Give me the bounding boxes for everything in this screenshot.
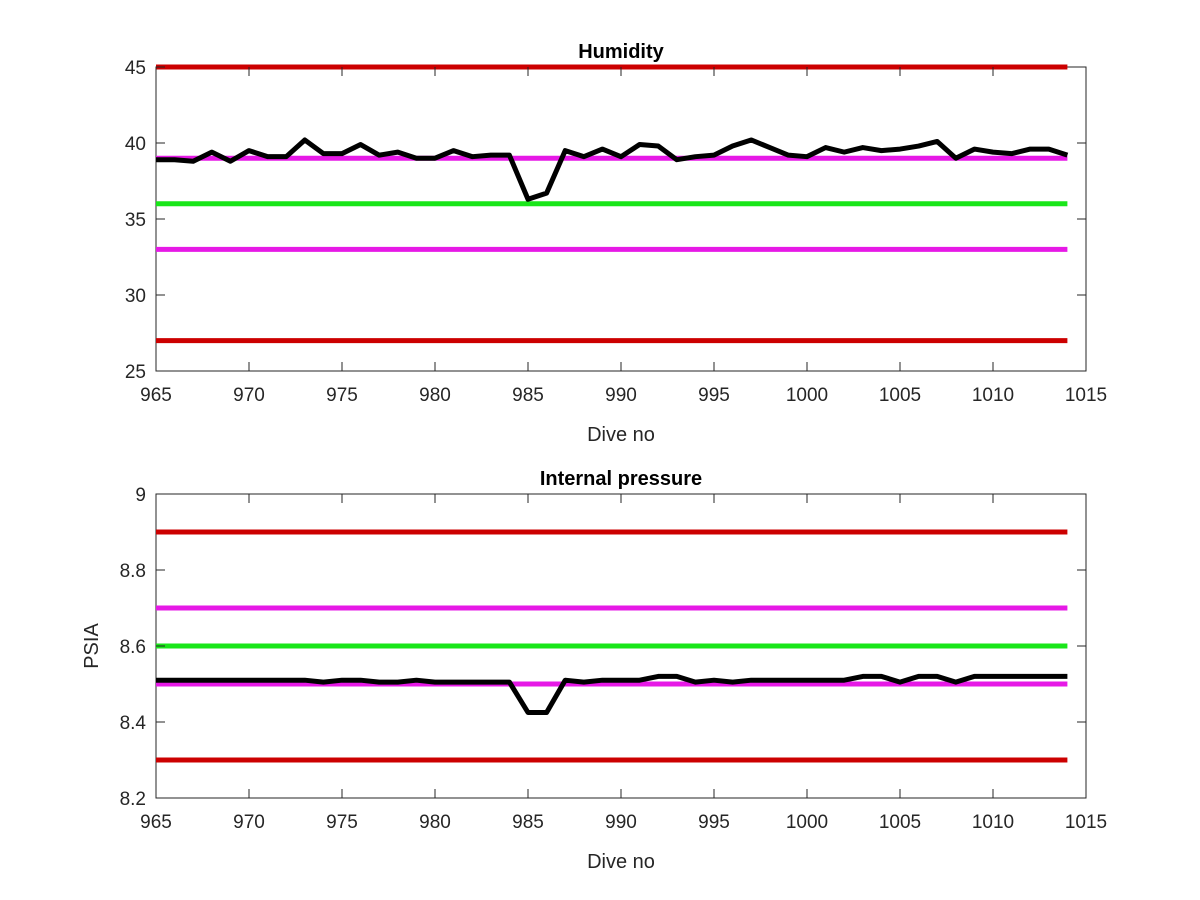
internal-pressure-title: Internal pressure [540, 468, 702, 490]
humidity-panel: 965 970 975 980 985 990 995 1000 1005 1010 1015 25… [125, 41, 1107, 446]
humidity-x-tick-label: 1010 [972, 385, 1014, 406]
internal-pressure-x-tick-label: 1000 [786, 812, 828, 833]
internal-pressure-x-tick-label: 1005 [879, 812, 921, 833]
humidity-title: Humidity [578, 41, 664, 63]
internal-pressure-y-tick-label: 8.4 [120, 713, 147, 734]
humidity-x-tick-label: 1005 [879, 385, 921, 406]
internal-pressure-y-tick-label: 8.6 [120, 637, 146, 658]
internal-pressure-x-tick-label: 995 [698, 812, 730, 833]
internal-pressure-y-tick-label: 9 [135, 485, 146, 506]
humidity-y-tick-label: 35 [125, 210, 146, 231]
internal-pressure-x-tick-label: 975 [326, 812, 358, 833]
internal-pressure-x-tick-label: 980 [419, 812, 451, 833]
internal-pressure-x-tick-label: 970 [233, 812, 265, 833]
internal-pressure-y-ticks: 8.2 8.4 8.6 8.8 9 [120, 485, 1086, 810]
humidity-y-tick-label: 25 [125, 362, 146, 383]
internal-pressure-x-tick-label: 1015 [1065, 812, 1107, 833]
humidity-series [156, 137, 1069, 202]
humidity-x-axis-label: Dive no [587, 424, 655, 446]
humidity-x-tick-label: 985 [512, 385, 544, 406]
internal-pressure-panel: 965 970 975 980 985 990 995 1000 1005 1010 1015 8.… [81, 468, 1107, 873]
humidity-plot-area [155, 66, 1087, 372]
humidity-x-tick-label: 1000 [786, 385, 828, 406]
humidity-x-tick-label: 965 [140, 385, 172, 406]
humidity-series-line-0 [156, 137, 1069, 202]
internal-pressure-x-axis-label: Dive no [587, 851, 655, 873]
internal-pressure-series-line-0 [156, 673, 1068, 715]
humidity-y-tick-label: 30 [125, 286, 146, 307]
humidity-y-tick-label: 45 [125, 58, 146, 79]
humidity-x-tick-label: 1015 [1065, 385, 1107, 406]
humidity-x-tick-label: 975 [326, 385, 358, 406]
internal-pressure-x-tick-label: 965 [140, 812, 172, 833]
internal-pressure-y-tick-label: 8.8 [120, 561, 146, 582]
humidity-y-ticks: 25 30 35 40 45 [125, 58, 1086, 383]
humidity-x-ticks: 965 970 975 980 985 990 995 1000 1005 1010 1015 [140, 67, 1107, 406]
internal-pressure-reference-lines [156, 529, 1068, 763]
humidity-x-tick-label: 970 [233, 385, 265, 406]
internal-pressure-x-ticks: 965 970 975 980 985 990 995 1000 1005 1010 1015 [140, 494, 1107, 833]
humidity-reference-lines [156, 64, 1068, 344]
internal-pressure-y-axis-label: PSIA [81, 623, 103, 669]
internal-pressure-x-tick-label: 990 [605, 812, 637, 833]
humidity-x-tick-label: 990 [605, 385, 637, 406]
internal-pressure-series [156, 673, 1068, 715]
humidity-y-tick-label: 40 [125, 134, 146, 155]
humidity-x-tick-label: 980 [419, 385, 451, 406]
internal-pressure-y-tick-label: 8.2 [120, 789, 146, 810]
internal-pressure-x-tick-label: 1010 [972, 812, 1014, 833]
internal-pressure-x-tick-label: 985 [512, 812, 544, 833]
humidity-x-tick-label: 995 [698, 385, 730, 406]
